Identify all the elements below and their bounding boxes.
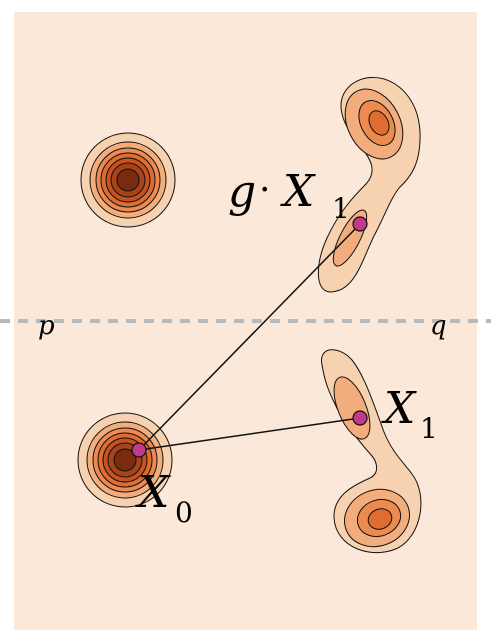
line-x0-to-x1 xyxy=(138,417,361,451)
point-gx1 xyxy=(352,216,368,232)
point-x0 xyxy=(131,442,147,458)
label-q: q xyxy=(430,311,447,341)
density-bottom-right xyxy=(321,349,422,553)
contour-level-4 xyxy=(367,508,393,530)
label-x0: X 0 xyxy=(135,467,193,529)
point-x1 xyxy=(352,410,368,426)
density-top-right xyxy=(317,76,421,293)
label-gx1-X: X xyxy=(280,166,316,217)
label-x1-X: X xyxy=(381,383,417,434)
label-gx1-subscript: 1 xyxy=(332,192,350,225)
line-x0-to-gx1 xyxy=(138,223,361,451)
label-x1-subscript: 1 xyxy=(420,412,438,445)
density-top-left xyxy=(80,132,176,228)
label-g-x1: g · X 1 xyxy=(228,166,350,225)
density-bottom-left xyxy=(77,412,173,508)
contour-level-4 xyxy=(368,110,390,136)
contour-level-7 xyxy=(116,168,140,192)
label-x0-subscript: 0 xyxy=(175,496,193,529)
label-dot: · xyxy=(259,170,270,211)
label-x0-X: X xyxy=(135,467,171,518)
label-x1: X 1 xyxy=(381,383,438,445)
label-p: p xyxy=(38,311,55,341)
label-g: g xyxy=(228,166,256,217)
contour-level-7 xyxy=(113,448,137,472)
